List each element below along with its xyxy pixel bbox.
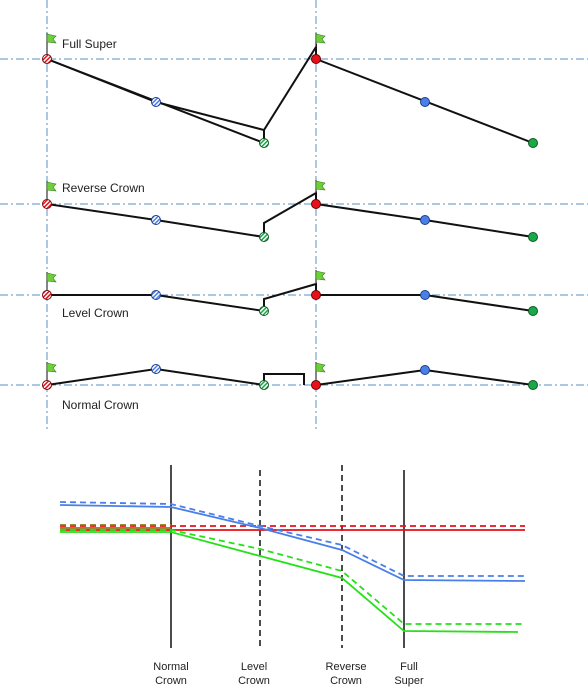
- marker-blue-solid: [420, 290, 430, 300]
- row-label-level-crown: Level Crown: [62, 306, 129, 320]
- marker-red-hatched: [42, 380, 52, 390]
- marker-green-hatched: [259, 306, 269, 316]
- marker-red-hatched: [42, 199, 52, 209]
- flag-icon: [46, 272, 57, 291]
- station-label-normal-crown-line1: Normal: [153, 661, 188, 673]
- marker-green-hatched: [259, 138, 269, 148]
- marker-green-solid: [528, 380, 538, 390]
- marker-green-solid: [528, 306, 538, 316]
- green-line-dashed: [60, 529, 525, 625]
- marker-blue-hatched: [151, 290, 161, 300]
- marker-red-solid: [311, 380, 321, 390]
- row-label-reverse-crown: Reverse Crown: [62, 181, 145, 195]
- full-super-jump: [263, 43, 317, 143]
- normal-crown-jump: [263, 373, 305, 385]
- row-label-full-super: Full Super: [62, 37, 117, 51]
- reverse-crown-jump: [263, 191, 317, 237]
- flag-icon: [315, 362, 326, 381]
- marker-red-solid: [311, 54, 321, 64]
- flag-icon: [315, 180, 326, 193]
- upper-diagram: Full Super Reverse Crown Level Crown Nor…: [0, 0, 588, 430]
- marker-group-right: [311, 54, 538, 390]
- flags: [46, 33, 326, 381]
- marker-blue-solid: [420, 215, 430, 225]
- marker-green-solid: [528, 138, 538, 148]
- flag-icon: [315, 270, 326, 284]
- row-label-normal-crown: Normal Crown: [62, 398, 139, 412]
- marker-green-hatched: [259, 232, 269, 242]
- flag-icon: [46, 181, 57, 200]
- flag-icon: [46, 362, 57, 381]
- marker-green-hatched: [259, 380, 269, 390]
- marker-green-solid: [528, 232, 538, 242]
- blue-line-dashed: [59, 501, 525, 577]
- station-label-normal-crown-line2: Crown: [155, 675, 187, 687]
- flag-icon: [315, 33, 326, 47]
- level-crown-jump: [263, 282, 317, 311]
- flag-icon: [46, 33, 57, 55]
- station-label-reverse-crown-line1: Reverse: [326, 661, 367, 673]
- station-label-level-crown-line1: Level: [241, 661, 267, 673]
- station-label-level-crown-line2: Crown: [238, 675, 270, 687]
- marker-blue-hatched: [151, 215, 161, 225]
- marker-red-hatched: [42, 290, 52, 300]
- station-label-full-super-line1: Full: [400, 661, 418, 673]
- marker-group-left: [42, 54, 269, 390]
- green-line-solid: [60, 531, 519, 633]
- marker-blue-hatched: [151, 97, 161, 107]
- marker-blue-hatched: [151, 364, 161, 374]
- station-label-reverse-crown-line2: Crown: [330, 675, 362, 687]
- marker-red-solid: [311, 290, 321, 300]
- marker-red-hatched: [42, 54, 52, 64]
- lower-diagram: Normal Crown Level Crown Reverse Crown F…: [59, 465, 526, 687]
- station-label-full-super-line2: Super: [394, 675, 424, 687]
- marker-blue-solid: [420, 365, 430, 375]
- marker-red-solid: [311, 199, 321, 209]
- blue-line-solid: [59, 504, 526, 582]
- marker-blue-solid: [420, 97, 430, 107]
